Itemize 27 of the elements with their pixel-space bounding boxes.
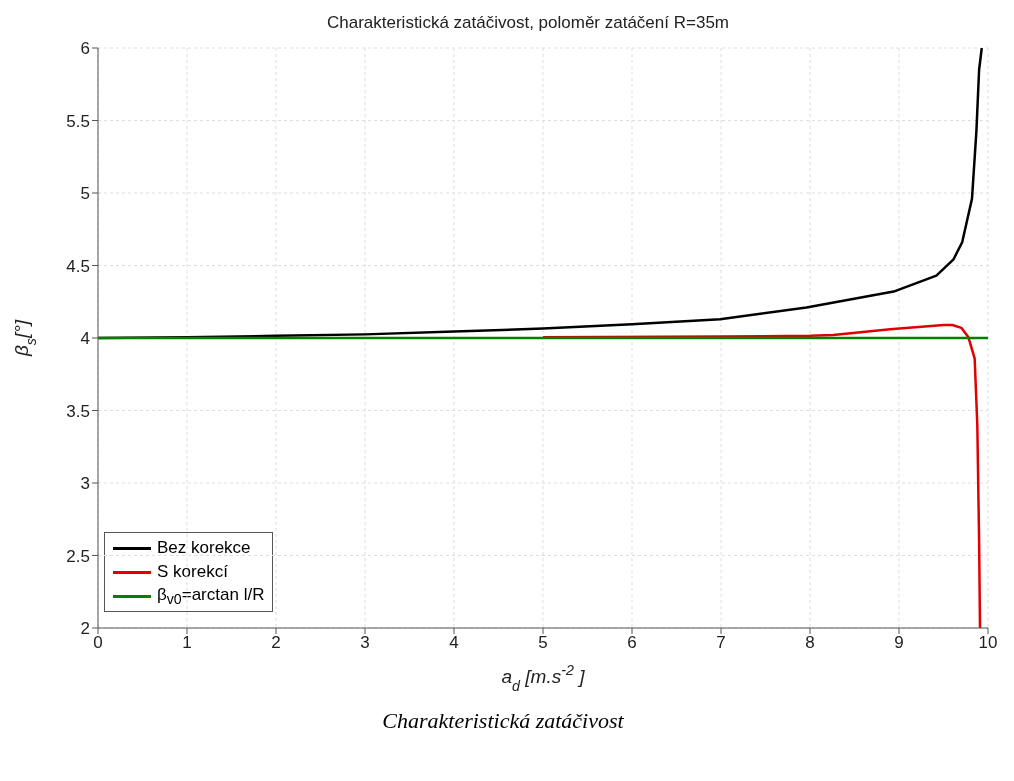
x-tick-label: 7 (716, 633, 726, 653)
chart-title: Charakteristická zatáčivost, poloměr zatáčení R=35m (326, 13, 730, 32)
y-tick-label: 4 (80, 329, 90, 349)
x-tick-label: 2 (271, 633, 281, 653)
y-tick-label: 3 (80, 474, 90, 494)
x-tick-label: 4 (449, 633, 459, 653)
text: Charakteristická zatáčivost (381, 708, 625, 734)
y-tick-label: 6 (80, 39, 90, 59)
y-tick-label: 5.5 (66, 111, 90, 131)
x-tick-label: 3 (360, 633, 370, 653)
x-axis-title: a$_{d}$ [m.s$^{-2}$ ] (501, 662, 586, 694)
x-tick-label: 10 (978, 633, 998, 653)
x-tick-label: 8 (805, 633, 815, 653)
x-tick-label: 9 (894, 633, 904, 653)
y-tick-label: 5 (80, 184, 90, 204)
line-series (541, 323, 982, 628)
legend-label: β$_{v0}$=arctan l/R (157, 584, 265, 608)
x-tick-label: 1 (182, 633, 192, 653)
legend-label: Bez korekce (157, 538, 251, 558)
y-tick-label: 4.5 (66, 256, 90, 276)
y-tick-label: 3.5 (66, 401, 90, 421)
x-tick-label: 0 (93, 633, 103, 653)
x-tick-label: 5 (538, 633, 548, 653)
y-tick-label: 2.5 (66, 546, 90, 566)
x-tick-label: 6 (627, 633, 637, 653)
y-tick-label: 2 (80, 619, 90, 639)
legend-label: S korekcí (157, 562, 228, 582)
